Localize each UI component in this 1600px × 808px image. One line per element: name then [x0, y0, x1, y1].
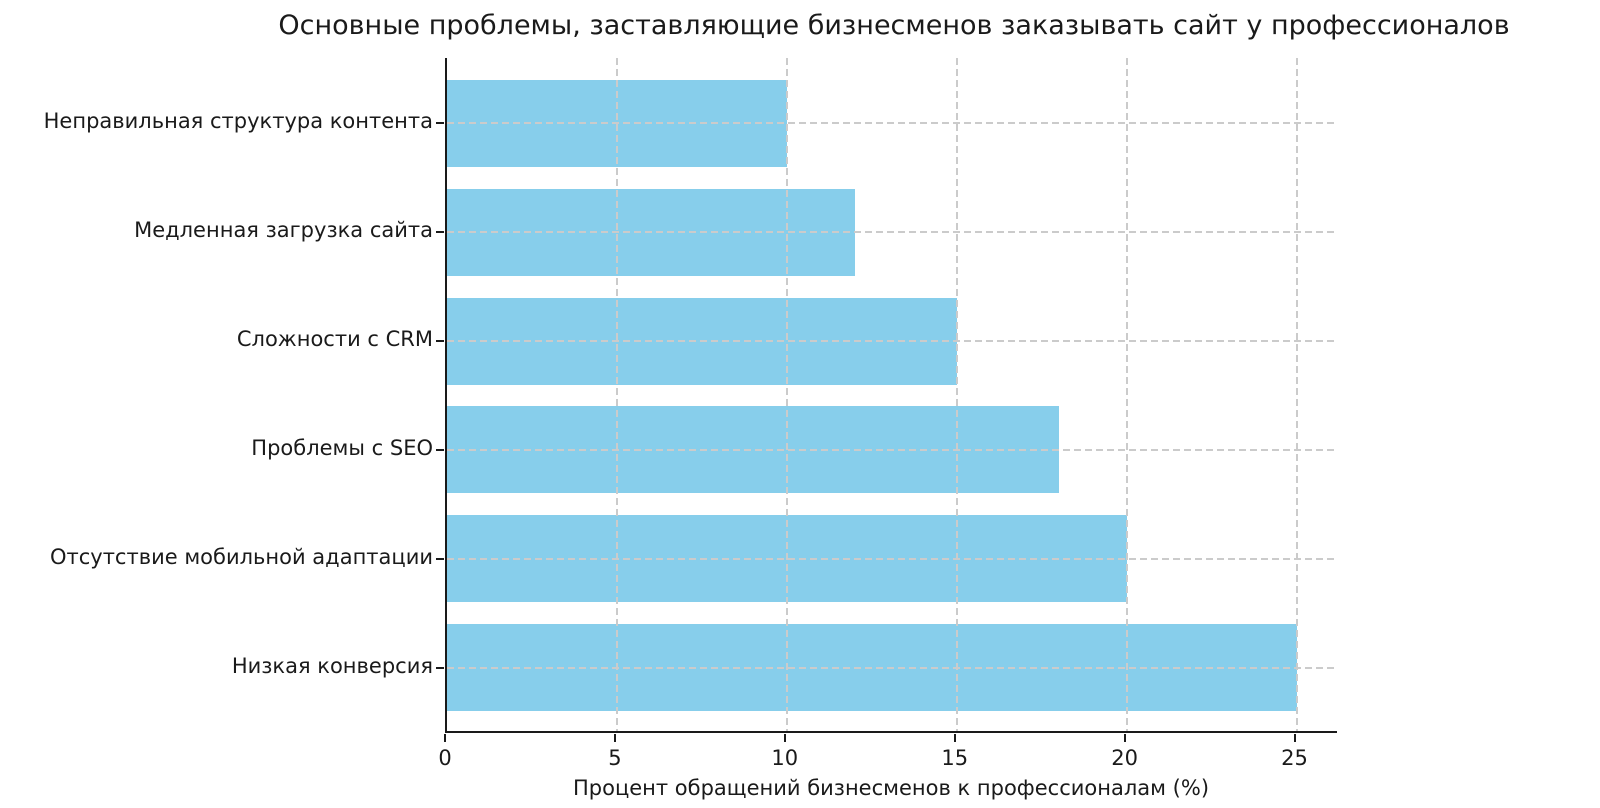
x-tick-mark-20 — [1123, 734, 1126, 742]
y-tick-mark-1 — [436, 231, 444, 234]
y-tick-label-2: Сложности с CRM — [236, 327, 433, 352]
y-tick-mark-5 — [436, 666, 444, 669]
gridline-x-25 — [1295, 58, 1298, 731]
x-axis-label: Процент обращений бизнесменов к професси… — [572, 776, 1210, 800]
y-tick-label-5: Низкая конверсия — [231, 653, 433, 678]
x-tick-label-20: 20 — [1111, 746, 1138, 770]
x-tick-label-15: 15 — [941, 746, 969, 770]
x-tick-label-25: 25 — [1281, 746, 1308, 770]
gridline-x-15 — [955, 58, 958, 731]
x-tick-mark-5 — [613, 734, 616, 742]
gridline-y-1 — [447, 231, 1337, 234]
x-tick-label-10: 10 — [771, 746, 799, 770]
chart-title: Основные проблемы, заставляющие бизнесме… — [278, 10, 1510, 41]
x-tick-mark-10 — [783, 734, 786, 742]
gridline-y-5 — [447, 666, 1337, 669]
y-tick-label-1: Медленная загрузка сайта — [134, 218, 433, 243]
gridline-y-4 — [447, 557, 1337, 560]
y-tick-mark-2 — [436, 340, 444, 343]
y-tick-mark-3 — [436, 448, 444, 451]
y-tick-label-0: Неправильная структура контента — [43, 109, 433, 134]
x-tick-label-0: 0 — [438, 746, 452, 770]
y-tick-label-4: Отсутствие мобильной адаптации — [49, 544, 433, 569]
plot-area — [445, 58, 1337, 733]
gridline-x-20 — [1125, 58, 1128, 731]
y-tick-label-3: Проблемы с SEO — [251, 435, 433, 460]
x-tick-mark-15 — [953, 734, 956, 742]
y-tick-mark-0 — [436, 122, 444, 125]
x-tick-mark-25 — [1293, 734, 1296, 742]
gridline-y-0 — [447, 122, 1337, 125]
gridline-x-10 — [785, 58, 788, 731]
gridline-x-5 — [615, 58, 618, 731]
gridline-y-3 — [447, 448, 1337, 451]
y-tick-mark-4 — [436, 557, 444, 560]
x-tick-mark-0 — [444, 734, 446, 742]
gridline-y-2 — [447, 340, 1337, 343]
x-tick-label-5: 5 — [608, 746, 622, 770]
